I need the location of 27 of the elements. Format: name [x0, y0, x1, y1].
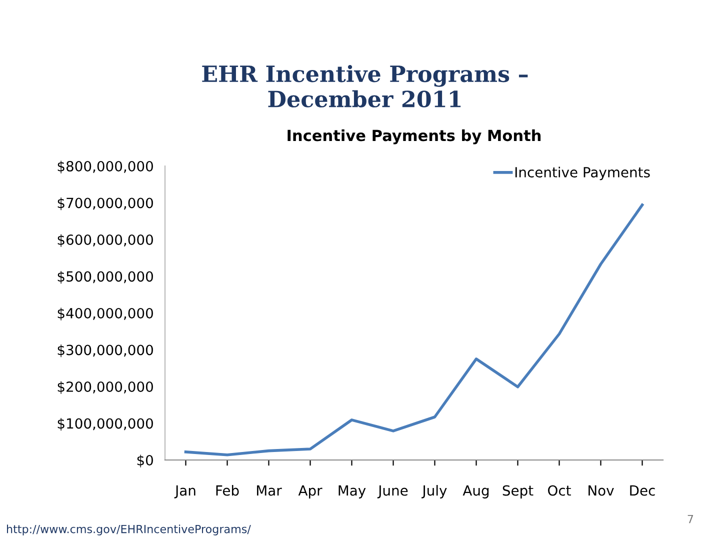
- chart-title: EHR Incentive Programs – December 2011: [202, 65, 528, 108]
- x-tick-label: Apr: [298, 485, 322, 498]
- chart-subtitle: Incentive Payments by Month: [288, 129, 541, 144]
- x-tick-label: May: [338, 485, 366, 498]
- x-tick-label: Sept: [502, 485, 534, 498]
- x-tick-label: Feb: [216, 485, 239, 496]
- y-tick-label: $100,000,000: [58, 418, 153, 431]
- text: http://www.cms.gov/EHRIncentivePrograms/: [7, 524, 251, 536]
- y-tick-label: $500,000,000: [58, 270, 153, 284]
- x-tick-label: Aug: [462, 485, 489, 498]
- x-tick-label: Nov: [588, 485, 614, 496]
- line-series: [184, 204, 644, 456]
- y-tick-label: $700,000,000: [58, 197, 153, 210]
- x-tick-label: Oct: [548, 485, 571, 496]
- x-tick-label: Mar: [257, 485, 282, 496]
- y-tick-label: $600,000,000: [58, 234, 153, 247]
- y-tick-label: $0: [137, 454, 153, 468]
- y-tick-label: $800,000,000: [58, 160, 153, 174]
- legend-label: Incentive Payments: [515, 166, 650, 180]
- x-tick-label: July: [422, 485, 447, 498]
- x-tick-label: Jan: [174, 485, 196, 498]
- text: 7: [688, 514, 694, 524]
- y-tick-label: $200,000,000: [58, 381, 153, 394]
- x-tick-label: June: [377, 485, 408, 498]
- y-tick-label: $400,000,000: [58, 308, 153, 320]
- y-tick-label: $300,000,000: [58, 344, 153, 358]
- x-tick-label: Dec: [630, 485, 655, 496]
